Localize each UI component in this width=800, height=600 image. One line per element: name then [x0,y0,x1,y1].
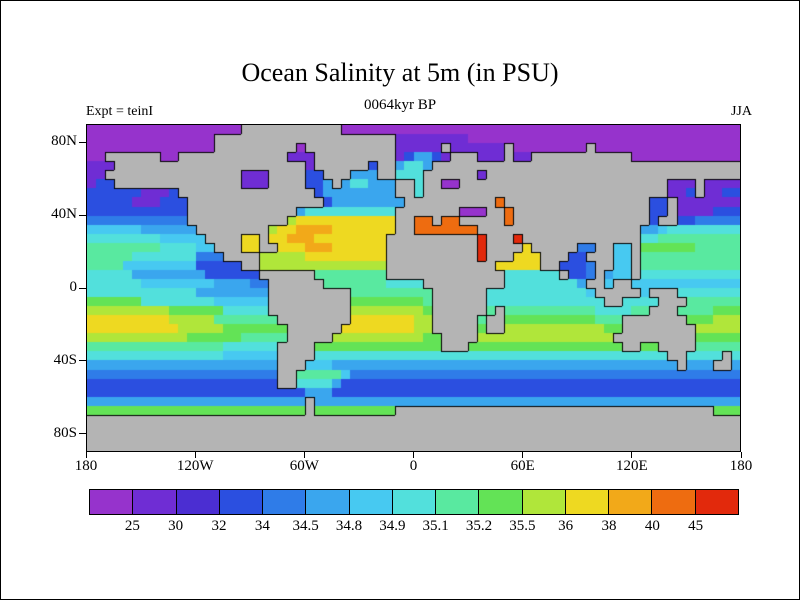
colorbar-tick-label: 35.5 [509,518,536,534]
colorbar-tick-label: 34.9 [379,518,406,534]
lon-tick-label: 120W [176,458,214,474]
colorbar-labels: 25 30 32 34 34.5 34.8 34.9 35.1 35.2 35.5 36 38 40 45 [89,518,739,538]
lon-tick-mark [413,452,414,458]
experiment-label: Expt = teinI [86,104,153,119]
time-subtitle: 0064kyr BP [363,97,437,113]
colorbar-tick-label: 34.8 [335,518,363,534]
colorbar-tick-label: 40 [644,518,660,534]
colorbar-tick-label: 45 [688,518,704,534]
lat-tick-mark [79,360,86,362]
colorbar-segment-11 [521,490,565,514]
colorbar-segment-5 [262,490,306,514]
lon-tick-mark [194,452,196,458]
lon-tick-label: 180 [74,458,98,474]
colorbar [89,489,739,515]
lon-tick-label: 60E [510,458,535,474]
colorbar-segment-1 [90,490,133,514]
lat-tick-label: 80N [51,133,77,150]
colorbar-segment-13 [608,490,652,514]
colorbar-segment-3 [175,490,219,514]
lon-tick-mark [303,452,305,458]
colorbar-tick-label: 34 [254,518,270,534]
colorbar-segment-15 [694,490,738,514]
lat-tick-label: 40N [51,206,77,223]
colorbar-tick-label: 35.2 [465,518,493,534]
colorbar-segment-14 [651,490,695,514]
lon-tick-mark [85,452,87,458]
lon-tick-mark [631,452,633,458]
colorbar-segment-4 [218,490,263,514]
lon-tick-mark [740,452,742,458]
colorbar-segment-12 [564,490,609,514]
colorbar-tick-label: 30 [168,518,184,534]
lon-tick-label: 60W [289,458,319,474]
colorbar-tick-label: 25 [124,518,140,534]
colorbar-tick-label: 35.1 [422,518,449,534]
lon-tick-label: 120E [615,458,648,474]
season-label: JJA [730,104,752,119]
lat-tick-mark [79,214,86,216]
lat-tick-label: 80S [53,424,77,441]
lon-tick-label: 180 [729,458,753,474]
colorbar-segment-10 [478,490,522,514]
colorbar-tick-label: 32 [211,518,227,534]
lon-tick-label: 0 [409,458,418,474]
page-title: Ocean Salinity at 5m (in PSU) [241,58,559,87]
colorbar-segment-8 [391,490,436,514]
map-frame [86,124,741,452]
salinity-map [87,125,740,451]
colorbar-segment-7 [348,490,392,514]
colorbar-tick-label: 34.5 [292,518,319,534]
colorbar-segment-6 [305,490,349,514]
colorbar-tick-label: 38 [601,518,617,534]
lat-tick-label: 0 [69,279,78,295]
lat-tick-label: 40S [53,351,77,368]
lat-tick-mark [79,433,86,435]
lon-tick-mark [522,452,524,458]
lat-tick-mark [79,287,86,289]
colorbar-tick-label: 36 [558,518,574,534]
colorbar-segment-9 [435,490,479,514]
colorbar-segment-2 [132,490,176,514]
lat-tick-mark [79,141,86,143]
